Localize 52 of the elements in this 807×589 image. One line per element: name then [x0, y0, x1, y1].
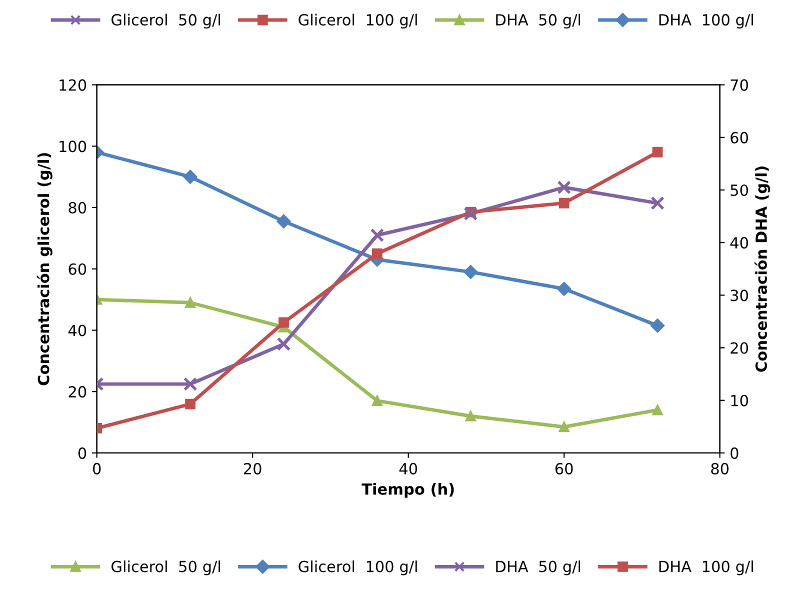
x-tick-label: 20 [244, 462, 262, 474]
x-tick-label: 40 [399, 462, 418, 474]
point [557, 180, 572, 194]
y-tick-label: 0 [78, 447, 86, 459]
text: Glicerol 50 g/l [112, 14, 220, 29]
point [276, 214, 291, 228]
y-axis-title: Concentración glicerol (g/l) [36, 153, 52, 386]
y-tick-label: 80 [68, 202, 86, 214]
point [185, 398, 196, 410]
y2-tick-label: 0 [730, 447, 738, 459]
x-axis-title: Tiempo (h) [362, 483, 454, 498]
y2-tick-label: 10 [731, 394, 748, 406]
point [557, 282, 572, 296]
point [185, 297, 196, 308]
y-tick-label: 40 [68, 324, 86, 336]
point [372, 248, 382, 259]
y-tick-label: 120 [60, 79, 86, 91]
point [372, 396, 382, 406]
point [276, 337, 291, 352]
y2-axis-title: Concentración DHA (g/l) [754, 166, 770, 372]
y2-tick-label: 50 [730, 184, 748, 196]
point [652, 404, 663, 416]
legend-label: Glicerol 50 g/l [112, 560, 220, 576]
x-tick-label: 0 [92, 462, 101, 474]
y2-tick-label: 20 [730, 342, 748, 354]
y2-tick-label: 70 [730, 79, 748, 91]
point [183, 170, 198, 184]
x-tick-label: 80 [711, 462, 729, 474]
point [558, 198, 570, 208]
point [650, 196, 664, 210]
y2-tick-label: 60 [730, 132, 748, 144]
point [370, 228, 384, 242]
point [558, 422, 570, 432]
y2-tick-label: 30 [730, 290, 748, 302]
point [464, 265, 478, 279]
point [650, 318, 664, 333]
legend-label: Glicerol 100 g/l [298, 560, 417, 576]
x-tick-label: 60 [555, 462, 573, 474]
point [183, 377, 198, 391]
point [278, 317, 289, 328]
legend-label: DHA 50 g/l [496, 560, 580, 576]
y-tick-label: 60 [68, 263, 86, 275]
y-tick-label: 100 [60, 140, 86, 152]
y2-tick-label: 40 [730, 237, 748, 249]
point [465, 410, 476, 422]
text: DHA 100 g/l [659, 14, 753, 29]
text: DHA 50 g/l [496, 14, 580, 29]
y-tick-label: 20 [68, 386, 86, 398]
text: Glicerol 100 g/l [298, 14, 417, 29]
point [464, 206, 478, 221]
legend-label: DHA 100 g/l [659, 560, 753, 576]
point [652, 146, 663, 158]
